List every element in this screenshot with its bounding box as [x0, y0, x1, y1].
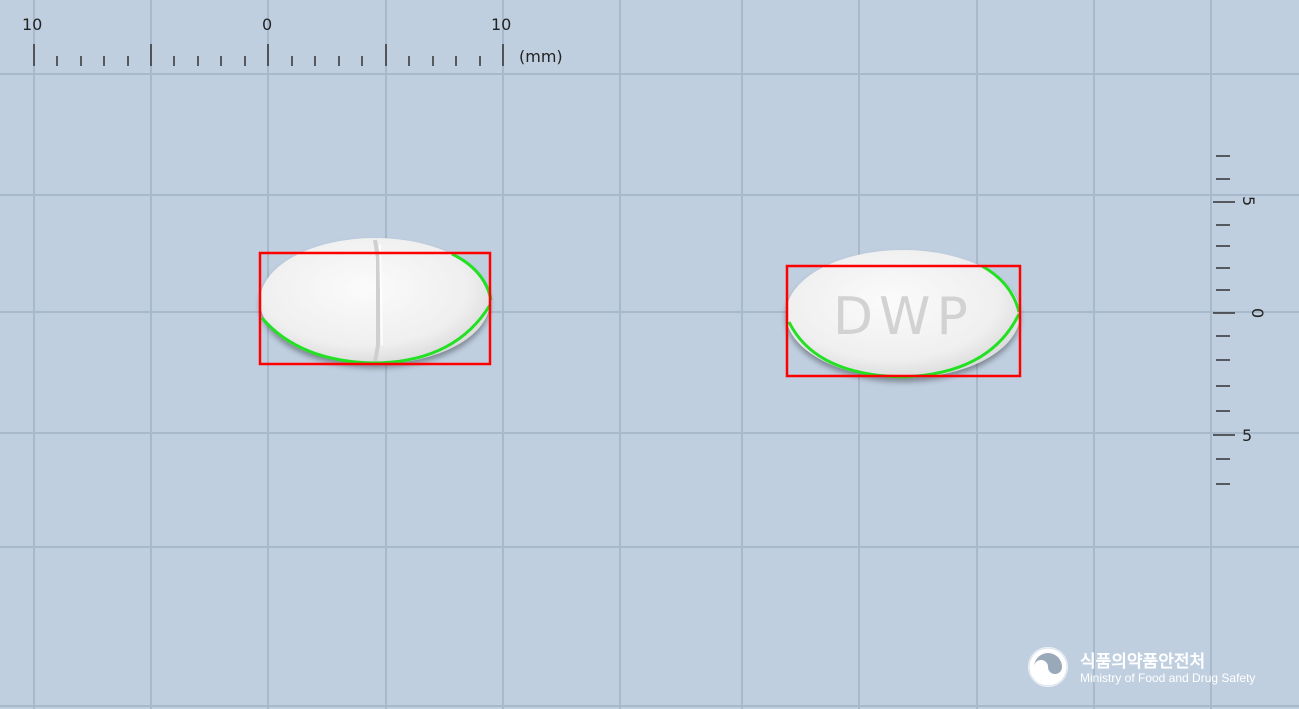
top-ruler-label-zero: 0 [262, 15, 272, 34]
ministry-logo: 식품의약품안전처 Ministry of Food and Drug Safet… [1028, 645, 1278, 695]
right-ruler-label-bottom: 5 [1242, 426, 1252, 445]
score-line [373, 239, 380, 363]
tablet-body [786, 250, 1020, 378]
top-ruler-label-right: 10 [491, 15, 511, 34]
right-ruler: 5 0 5 [1213, 155, 1267, 485]
tablet-imprint: DWP [833, 287, 974, 347]
taegeuk-emblem-icon [1028, 647, 1068, 687]
top-ruler: 10 0 10 (mm) [22, 15, 563, 66]
top-ruler-label-left: 10 [22, 15, 42, 34]
ruler-unit-label: (mm) [519, 47, 563, 66]
right-ruler-label-zero: 0 [1248, 308, 1267, 318]
detection-box [785, 264, 1022, 378]
scored-tablet [258, 238, 493, 366]
right-ruler-label-top: 5 [1239, 196, 1258, 206]
ministry-name-korean: 식품의약품안전처 [1080, 652, 1206, 672]
dwp-tablet: DWP [785, 250, 1022, 379]
tablet-body [260, 238, 490, 364]
ministry-name-english: Ministry of Food and Drug Safety [1080, 671, 1256, 685]
detection-box [258, 251, 492, 366]
